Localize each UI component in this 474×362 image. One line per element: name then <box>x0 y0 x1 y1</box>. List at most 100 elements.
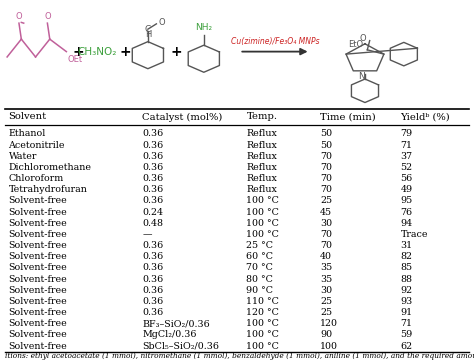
Text: Solvent-free: Solvent-free <box>9 230 67 239</box>
Text: 80 °C: 80 °C <box>246 274 273 283</box>
Text: Solvent-free: Solvent-free <box>9 274 67 283</box>
Text: 0.36: 0.36 <box>142 129 164 138</box>
Text: Solvent-free: Solvent-free <box>9 342 67 350</box>
Text: Solvent-free: Solvent-free <box>9 319 67 328</box>
Text: 0.36: 0.36 <box>142 140 164 150</box>
Text: Solvent-free: Solvent-free <box>9 241 67 250</box>
Text: 110 °C: 110 °C <box>246 297 279 306</box>
Text: 0.36: 0.36 <box>142 185 164 194</box>
Text: 100: 100 <box>320 342 338 350</box>
Text: Temp.: Temp. <box>246 113 277 122</box>
Text: C: C <box>144 25 151 34</box>
Text: 76: 76 <box>401 207 413 216</box>
Text: Reflux: Reflux <box>246 163 277 172</box>
Text: 30: 30 <box>320 286 332 295</box>
Text: Solvent-free: Solvent-free <box>9 331 67 340</box>
Text: Solvent-free: Solvent-free <box>9 207 67 216</box>
Text: 100 °C: 100 °C <box>246 230 279 239</box>
Text: 0.24: 0.24 <box>142 207 163 216</box>
Text: Solvent-free: Solvent-free <box>9 264 67 272</box>
Text: 25 °C: 25 °C <box>246 241 273 250</box>
Text: 70: 70 <box>320 163 332 172</box>
Text: MgCl₂/0.36: MgCl₂/0.36 <box>142 331 197 340</box>
Text: Time (min): Time (min) <box>320 113 376 122</box>
Text: +: + <box>171 45 182 59</box>
Text: 25: 25 <box>320 197 332 205</box>
Text: 0.48: 0.48 <box>142 219 163 228</box>
Text: 49: 49 <box>401 185 413 194</box>
Text: 0.36: 0.36 <box>142 286 164 295</box>
Text: O: O <box>44 12 51 21</box>
Text: 94: 94 <box>401 219 413 228</box>
Text: Dichloromethane: Dichloromethane <box>9 163 91 172</box>
Text: 0.36: 0.36 <box>142 264 164 272</box>
Text: Cu(zimine)/Fe₃O₄ MNPs: Cu(zimine)/Fe₃O₄ MNPs <box>231 37 319 46</box>
Text: 90 °C: 90 °C <box>246 286 273 295</box>
Text: 71: 71 <box>401 319 412 328</box>
Text: +: + <box>73 45 84 59</box>
Text: 35: 35 <box>320 274 332 283</box>
Text: 100 °C: 100 °C <box>246 319 279 328</box>
Text: Reflux: Reflux <box>246 152 277 161</box>
Text: Reflux: Reflux <box>246 185 277 194</box>
Text: 0.36: 0.36 <box>142 297 164 306</box>
Text: 0.36: 0.36 <box>142 163 164 172</box>
Text: Yieldᵇ (%): Yieldᵇ (%) <box>401 113 450 122</box>
Text: O: O <box>158 18 165 27</box>
Text: 88: 88 <box>401 274 412 283</box>
Text: Solvent-free: Solvent-free <box>9 197 67 205</box>
Text: 62: 62 <box>401 342 413 350</box>
Text: +: + <box>120 45 131 59</box>
Text: BF₃–SiO₂/0.36: BF₃–SiO₂/0.36 <box>142 319 210 328</box>
Text: 25: 25 <box>320 297 332 306</box>
Text: H: H <box>145 30 151 39</box>
Text: 0.36: 0.36 <box>142 308 164 317</box>
Text: 40: 40 <box>320 252 332 261</box>
Text: O: O <box>16 12 22 21</box>
Text: 50: 50 <box>320 140 332 150</box>
Text: Solvent-free: Solvent-free <box>9 252 67 261</box>
Text: 90: 90 <box>320 331 332 340</box>
Text: 60 °C: 60 °C <box>246 252 273 261</box>
Text: 100 °C: 100 °C <box>246 197 279 205</box>
Text: 52: 52 <box>401 163 413 172</box>
Text: itions: ethyl acetoacetate (1 mmol), nitromethane (1 mmol), benzaldehyde (1 mmol: itions: ethyl acetoacetate (1 mmol), nit… <box>5 352 474 361</box>
Text: 0.36: 0.36 <box>142 252 164 261</box>
Text: —: — <box>142 230 152 239</box>
Text: Water: Water <box>9 152 37 161</box>
Text: Solvent-free: Solvent-free <box>9 308 67 317</box>
Text: N: N <box>358 72 365 81</box>
Text: 70: 70 <box>320 230 332 239</box>
Text: 120 °C: 120 °C <box>246 308 279 317</box>
Text: 0.36: 0.36 <box>142 197 164 205</box>
Text: 35: 35 <box>320 264 332 272</box>
Text: Reflux: Reflux <box>246 140 277 150</box>
Text: 100 °C: 100 °C <box>246 331 279 340</box>
Text: Tetrahydrofuran: Tetrahydrofuran <box>9 185 87 194</box>
Text: Trace: Trace <box>401 230 428 239</box>
Text: SbCl₅–SiO₂/0.36: SbCl₅–SiO₂/0.36 <box>142 342 219 350</box>
Text: NH₂: NH₂ <box>195 23 212 32</box>
Text: 100 °C: 100 °C <box>246 219 279 228</box>
Text: Catalyst (mol%): Catalyst (mol%) <box>142 113 223 122</box>
Text: 70: 70 <box>320 152 332 161</box>
Text: 100 °C: 100 °C <box>246 207 279 216</box>
Text: Solvent-free: Solvent-free <box>9 286 67 295</box>
Text: 59: 59 <box>401 331 413 340</box>
Text: Acetonitrile: Acetonitrile <box>9 140 65 150</box>
Text: 70: 70 <box>320 241 332 250</box>
Text: CH₃NO₂: CH₃NO₂ <box>77 47 117 56</box>
Text: 79: 79 <box>401 129 413 138</box>
Text: Ethanol: Ethanol <box>9 129 46 138</box>
Text: 25: 25 <box>320 308 332 317</box>
Text: 71: 71 <box>401 140 412 150</box>
Text: Reflux: Reflux <box>246 129 277 138</box>
Text: 70: 70 <box>320 185 332 194</box>
Text: 95: 95 <box>401 197 413 205</box>
Text: EtO: EtO <box>348 40 363 49</box>
Text: 70 °C: 70 °C <box>246 264 273 272</box>
Text: 56: 56 <box>401 174 413 183</box>
Text: Chloroform: Chloroform <box>9 174 64 183</box>
Text: 37: 37 <box>401 152 413 161</box>
Text: 30: 30 <box>320 219 332 228</box>
